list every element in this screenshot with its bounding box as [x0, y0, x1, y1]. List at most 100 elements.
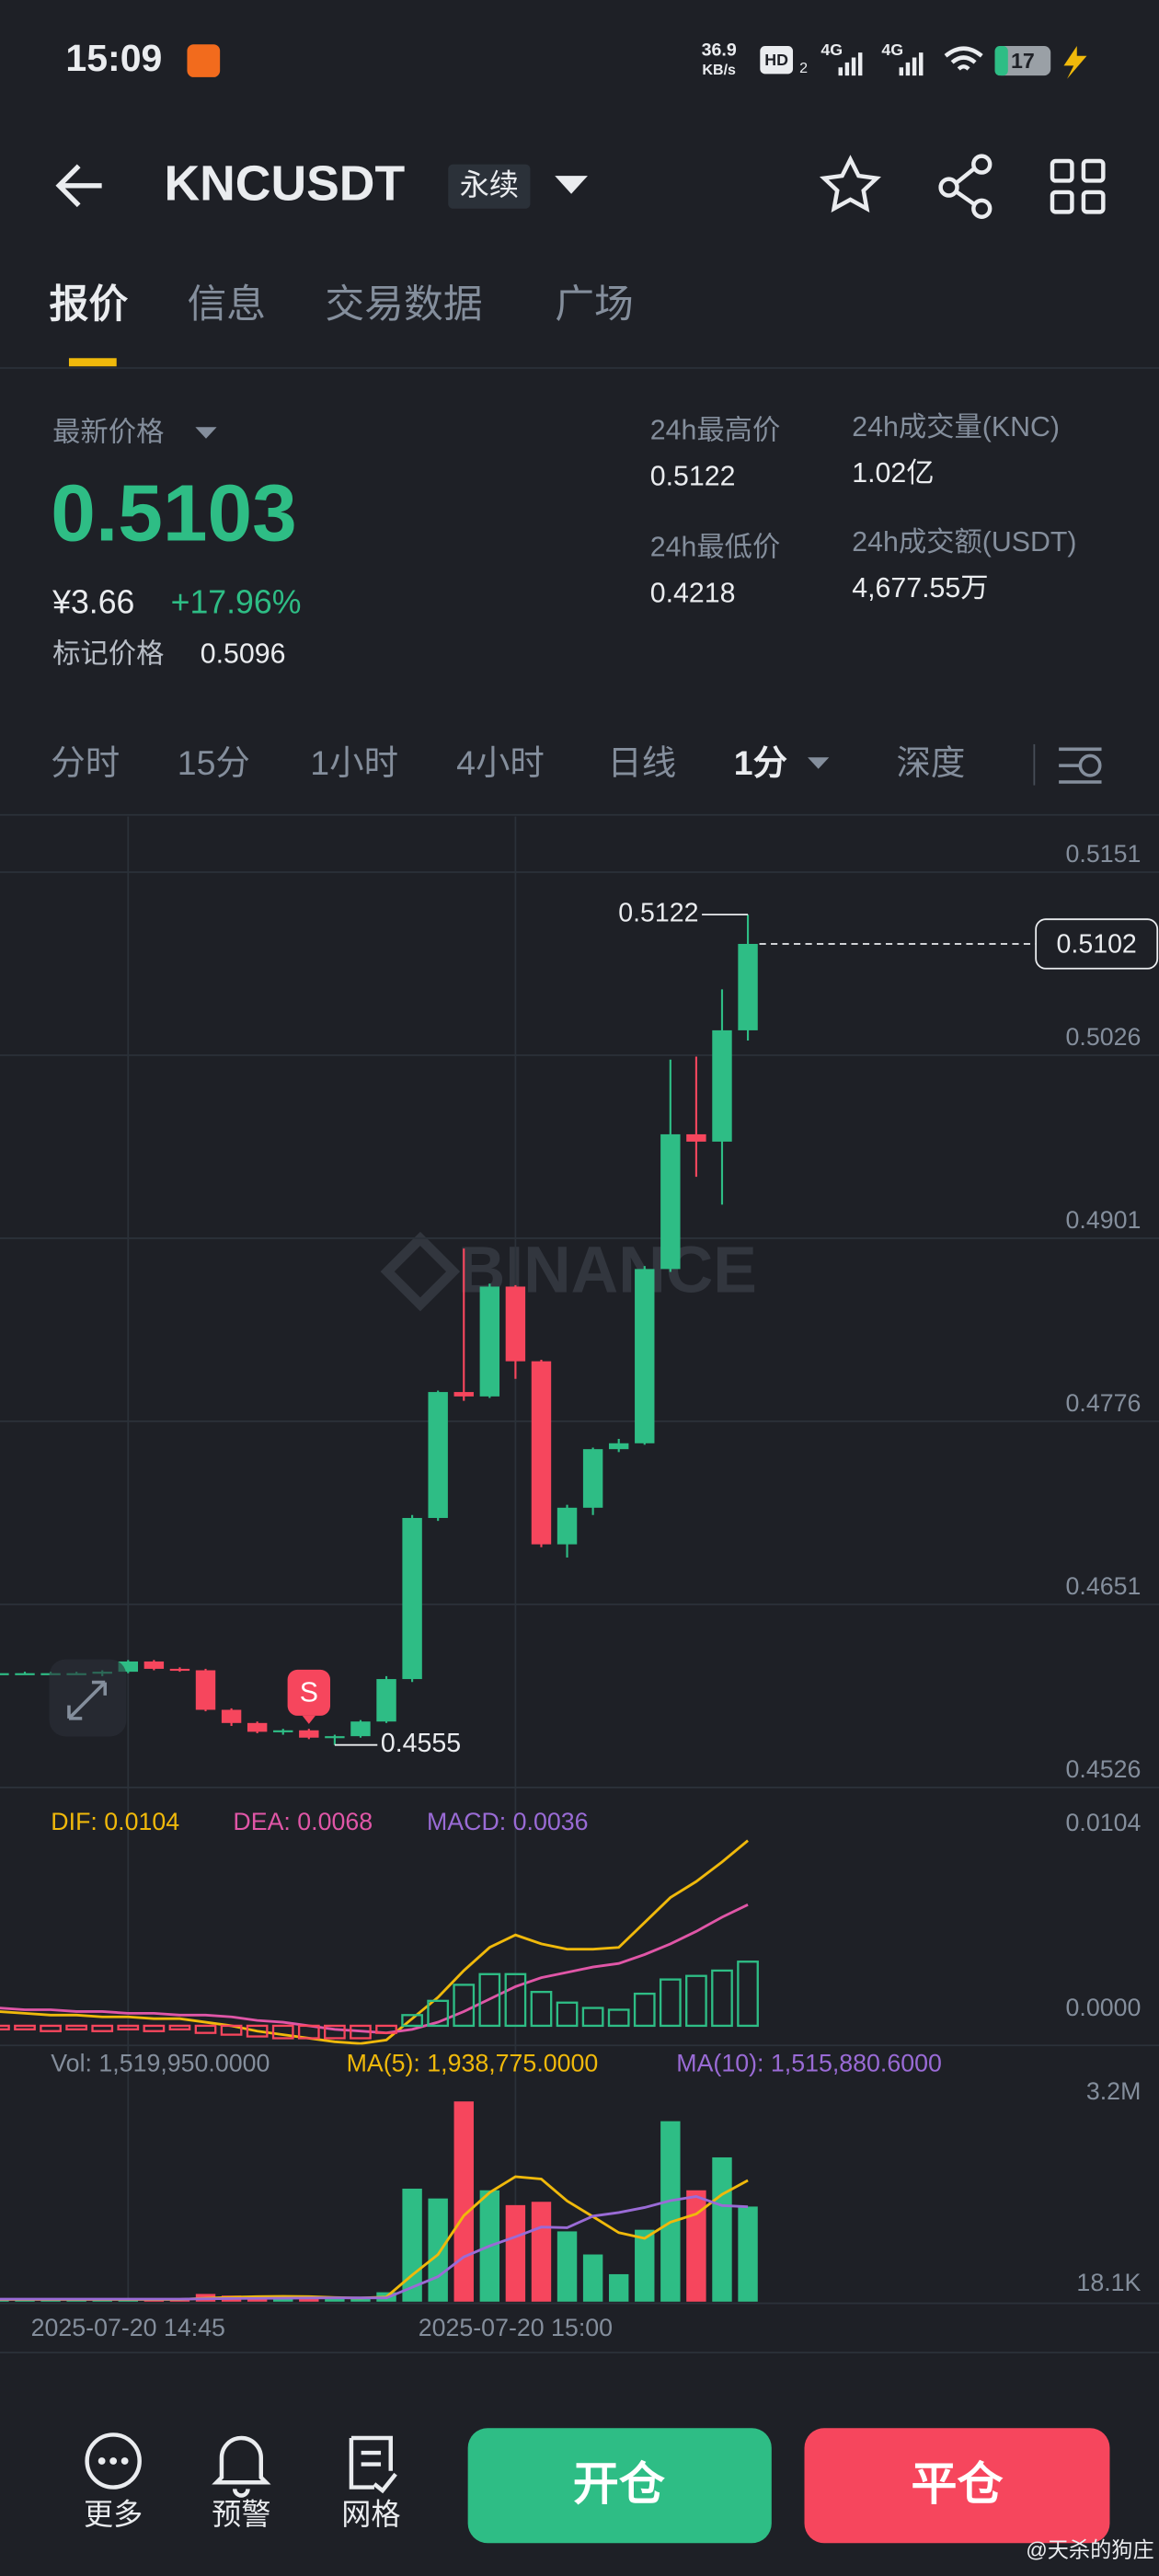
stat-value: 1.02亿: [852, 457, 934, 489]
legend-label: MACD: 0.0036: [427, 1808, 588, 1835]
interval[interactable]: 分时: [51, 743, 120, 782]
macd-bar: [478, 1972, 501, 2028]
candle-body: [505, 1286, 526, 1362]
candle-body: [428, 1392, 448, 1518]
volume-bar: [712, 2156, 732, 2302]
interval[interactable]: 深度: [896, 743, 965, 782]
fullscreen-icon: [67, 1680, 108, 1720]
last-price-box: [1035, 918, 1159, 970]
macd-bar: [324, 2024, 346, 2040]
settings-button[interactable]: [1059, 747, 1102, 784]
grid-icon[interactable]: [349, 2435, 397, 2494]
candle-body: [350, 1721, 371, 1737]
hd-badge: [760, 46, 794, 75]
network-label: 4G: [820, 40, 843, 59]
price-change: +17.96%: [171, 584, 302, 621]
action-label[interactable]: 网格: [341, 2498, 400, 2531]
interval-active[interactable]: 1分: [734, 743, 787, 782]
signal-icon: [899, 52, 924, 76]
stat-label: 24h成交额(USDT): [852, 526, 1076, 558]
share-button[interactable]: [938, 154, 993, 219]
volume-bar: [402, 2188, 422, 2302]
macd-bar: [737, 1961, 759, 2028]
candle-body: [402, 1517, 422, 1680]
x-tick-label: 2025-07-20 14:45: [31, 2314, 225, 2341]
legend-label: DEA: 0.0068: [233, 1808, 373, 1835]
volume-ma-line: [0, 2194, 749, 2301]
x-tick-label: 2025-07-20 15:00: [419, 2314, 613, 2341]
tab[interactable]: 交易数据: [325, 282, 482, 327]
volume-bar: [686, 2190, 706, 2302]
interval[interactable]: 1小时: [310, 743, 398, 782]
macd-bar: [711, 1969, 733, 2028]
macd-bar: [91, 2024, 114, 2032]
alert-icon[interactable]: [212, 2435, 271, 2498]
candle-body: [738, 943, 758, 1030]
credit: @天杀的狗庄: [1026, 2537, 1153, 2561]
candle-body: [325, 1736, 345, 1739]
candle-body: [712, 1029, 732, 1142]
charging-icon: [1063, 46, 1087, 79]
watermark-text: BINANCE: [458, 1234, 757, 1307]
macd-line: [0, 1903, 749, 2035]
open-label[interactable]: 开仓: [573, 2458, 665, 2510]
legend-label: DIF: 0.0104: [51, 1808, 179, 1835]
more-dots: [98, 2457, 129, 2465]
candle-body: [660, 1133, 681, 1270]
candle-body: [686, 1133, 706, 1142]
volume-bar: [635, 2229, 655, 2302]
volume-bar: [557, 2231, 578, 2302]
macd-bar: [581, 2007, 604, 2028]
macd-bar: [659, 1978, 682, 2028]
tab[interactable]: 报价: [50, 282, 129, 327]
clock: 15:09: [65, 37, 162, 79]
symbol-dropdown[interactable]: [555, 176, 588, 194]
candle-body: [221, 1709, 242, 1723]
candle-body: [0, 1673, 9, 1675]
macd-bar: [375, 2024, 397, 2034]
macd-bar: [168, 2024, 191, 2030]
macd-bar: [453, 1984, 476, 2028]
stat-value: 0.5122: [650, 462, 736, 492]
action-label[interactable]: 更多: [84, 2498, 143, 2531]
dropdown-caret[interactable]: [808, 757, 830, 769]
macd-bar: [40, 2024, 62, 2032]
candle-body: [118, 1661, 139, 1673]
favorite-button[interactable]: [819, 155, 881, 213]
min-label: 0.4555: [381, 1729, 461, 1758]
more-icon[interactable]: [85, 2432, 142, 2490]
close-label[interactable]: 平仓: [912, 2458, 1004, 2510]
dropdown-caret[interactable]: [195, 427, 217, 439]
action-label[interactable]: 预警: [212, 2498, 270, 2531]
chart: 2025-07-20 14:45 2025-07-20 15:00 0.5151 0.…: [0, 816, 1159, 2341]
tab[interactable]: 广场: [555, 282, 634, 327]
stat-value: 0.4218: [650, 578, 736, 608]
contract-label: 永续: [460, 168, 519, 201]
candle-body: [635, 1269, 655, 1443]
network-label: 4G: [881, 40, 903, 59]
macd-bar: [297, 2024, 320, 2040]
interval[interactable]: 日线: [607, 743, 676, 782]
candle-body: [453, 1392, 474, 1397]
interval[interactable]: 15分: [178, 743, 250, 782]
interval[interactable]: 4小时: [456, 743, 545, 782]
candle-body: [273, 1730, 293, 1732]
mark-price-label: 标记价格: [52, 638, 164, 670]
y-tick-label: 3.2M: [1086, 2077, 1141, 2105]
stat-label: 24h最高价: [650, 415, 781, 446]
tab[interactable]: 信息: [187, 282, 266, 327]
y-tick-label: 18.1K: [1076, 2269, 1141, 2296]
candle-body: [608, 1443, 629, 1450]
menu-button[interactable]: [1050, 158, 1106, 214]
candle-body: [376, 1679, 396, 1722]
wifi-icon: [944, 46, 983, 71]
back-button[interactable]: [55, 164, 102, 208]
close-button[interactable]: [804, 2428, 1110, 2544]
sell-marker: [287, 1669, 331, 1716]
open-button[interactable]: [467, 2428, 772, 2544]
legend-label: MA(5): 1,938,775.0000: [347, 2050, 599, 2077]
macd-line: [0, 1839, 749, 2045]
macd-bar: [530, 1990, 553, 2028]
signal-icon: [838, 52, 863, 76]
